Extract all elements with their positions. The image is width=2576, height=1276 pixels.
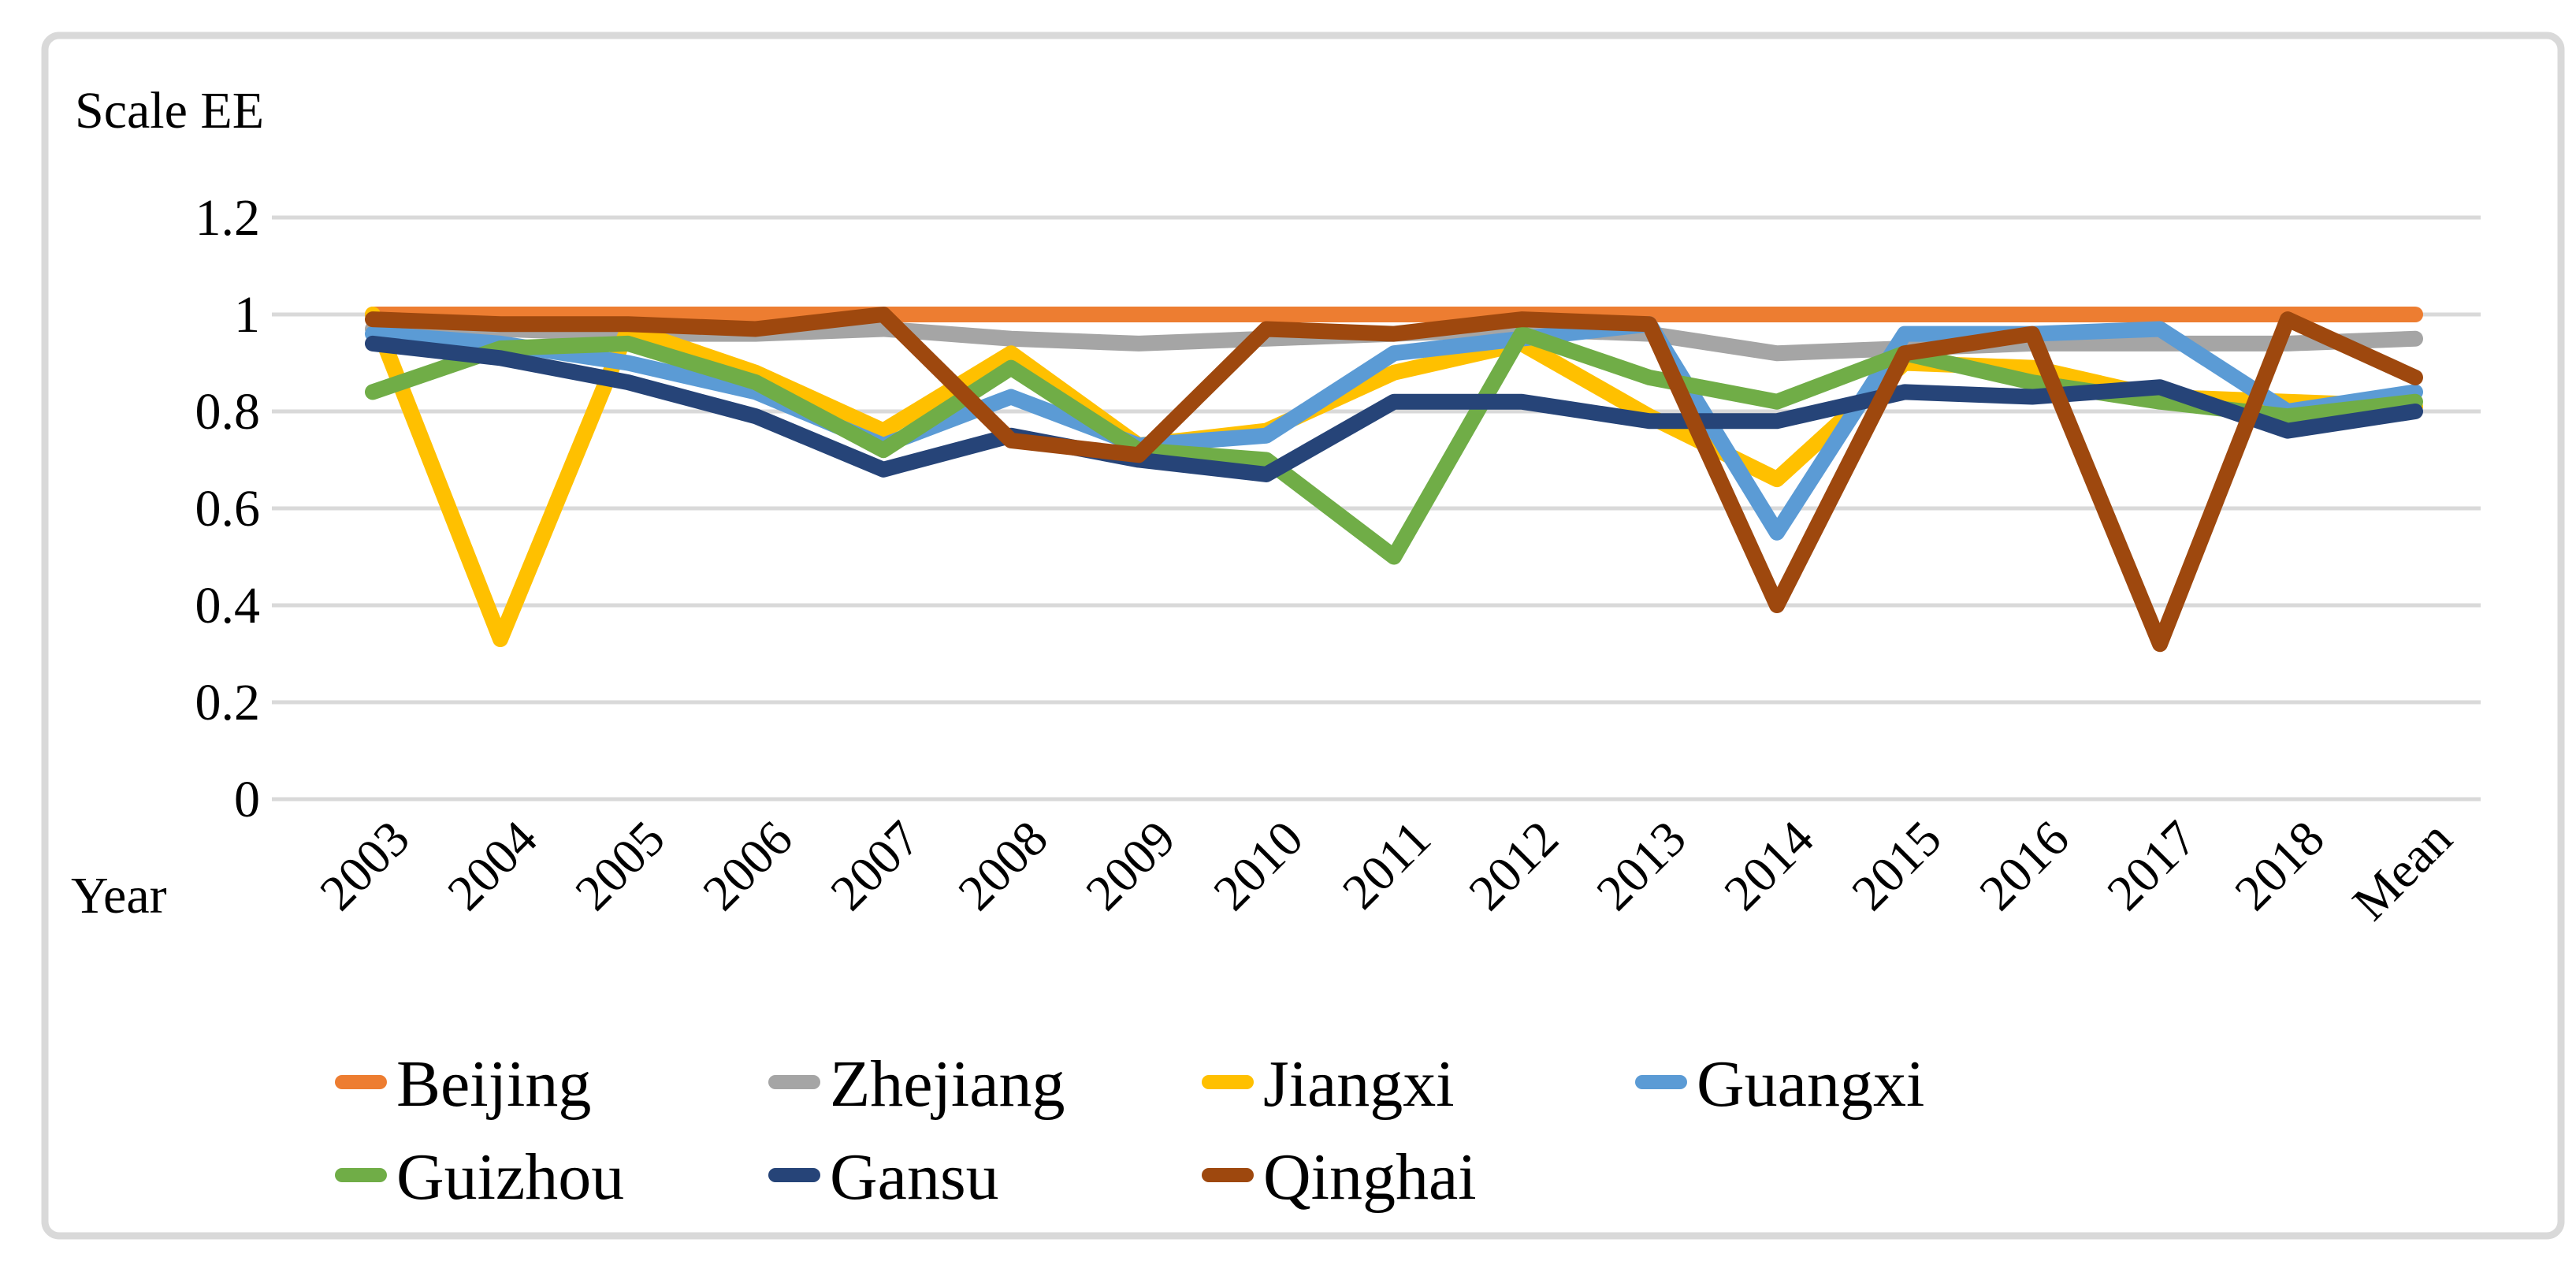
x-tick-2014: 2014 [1713,810,1824,921]
x-tick-2010: 2010 [1203,810,1314,921]
x-tick-2018: 2018 [2224,810,2335,921]
legend-label-jiangxi: Jiangxi [1263,1047,1455,1121]
legend-swatch-guangxi [1635,1075,1687,1089]
y-axis-tick-labels: 1.2 1 0.8 0.6 0.4 0.2 0 [195,189,261,828]
legend-item-gansu: Gansu [768,1140,999,1214]
legend-swatch-jiangxi [1202,1075,1254,1089]
legend-label-beijing: Beijing [396,1047,591,1121]
y-tick-0.6: 0.6 [195,480,261,538]
legend-item-guangxi: Guangxi [1635,1047,1924,1121]
x-tick-2008: 2008 [947,810,1058,921]
series-lines [365,307,2423,653]
chart-border [41,32,2565,1240]
y-tick-0.2: 0.2 [195,674,261,731]
legend-label-qinghai: Qinghai [1263,1140,1477,1214]
x-tick-2006: 2006 [692,810,803,921]
gridlines [272,215,2481,802]
x-tick-2017: 2017 [2096,810,2207,921]
y-tick-1.2: 1.2 [195,189,261,247]
y-tick-0: 0 [234,771,260,828]
legend-item-jiangxi: Jiangxi [1202,1047,1455,1121]
legend-label-guizhou: Guizhou [396,1140,624,1214]
series-line-gansu [365,335,2423,482]
legend-item-guizhou: Guizhou [335,1140,624,1214]
legend-swatch-guizhou [335,1168,387,1182]
legend-item-qinghai: Qinghai [1202,1140,1477,1214]
legend-label-zhejiang: Zhejiang [830,1047,1065,1121]
legend-swatch-qinghai [1202,1168,1254,1182]
legend-item-zhejiang: Zhejiang [768,1047,1065,1121]
x-tick-2009: 2009 [1075,810,1186,921]
x-tick-2011: 2011 [1332,810,1441,920]
x-axis-title: Year [71,867,167,924]
legend-label-guangxi: Guangxi [1697,1047,1924,1121]
x-tick-2004: 2004 [437,810,548,921]
legend-swatch-zhejiang [768,1075,820,1089]
legend-item-beijing: Beijing [335,1047,591,1121]
x-tick-2015: 2015 [1841,810,1952,921]
x-tick-2003: 2003 [309,810,420,921]
legend: Beijing Zhejiang Jiangxi Guangxi Guizhou Gans… [335,1047,1924,1214]
legend-swatch-gansu [768,1168,820,1182]
y-tick-0.4: 0.4 [195,577,261,634]
legend-swatch-beijing [335,1075,387,1089]
x-tick-2005: 2005 [564,810,675,921]
x-axis-tick-labels: 2003 2004 2005 2006 2007 2008 2009 2010 2011 2012… [309,810,2463,931]
x-tick-2016: 2016 [1968,810,2080,921]
series-line-guangxi [365,316,2423,541]
chart-title: Scale EE [75,82,264,140]
x-tick-2012: 2012 [1458,810,1569,921]
series-line-jiangxi [365,307,2423,648]
y-tick-1: 1 [234,286,260,344]
legend-label-gansu: Gansu [830,1140,999,1214]
x-tick-2013: 2013 [1585,810,1697,921]
x-tick-Mean: Mean [2342,810,2463,931]
y-tick-0.8: 0.8 [195,383,261,441]
series-line-qinghai [365,307,2423,653]
x-tick-2007: 2007 [820,810,931,921]
